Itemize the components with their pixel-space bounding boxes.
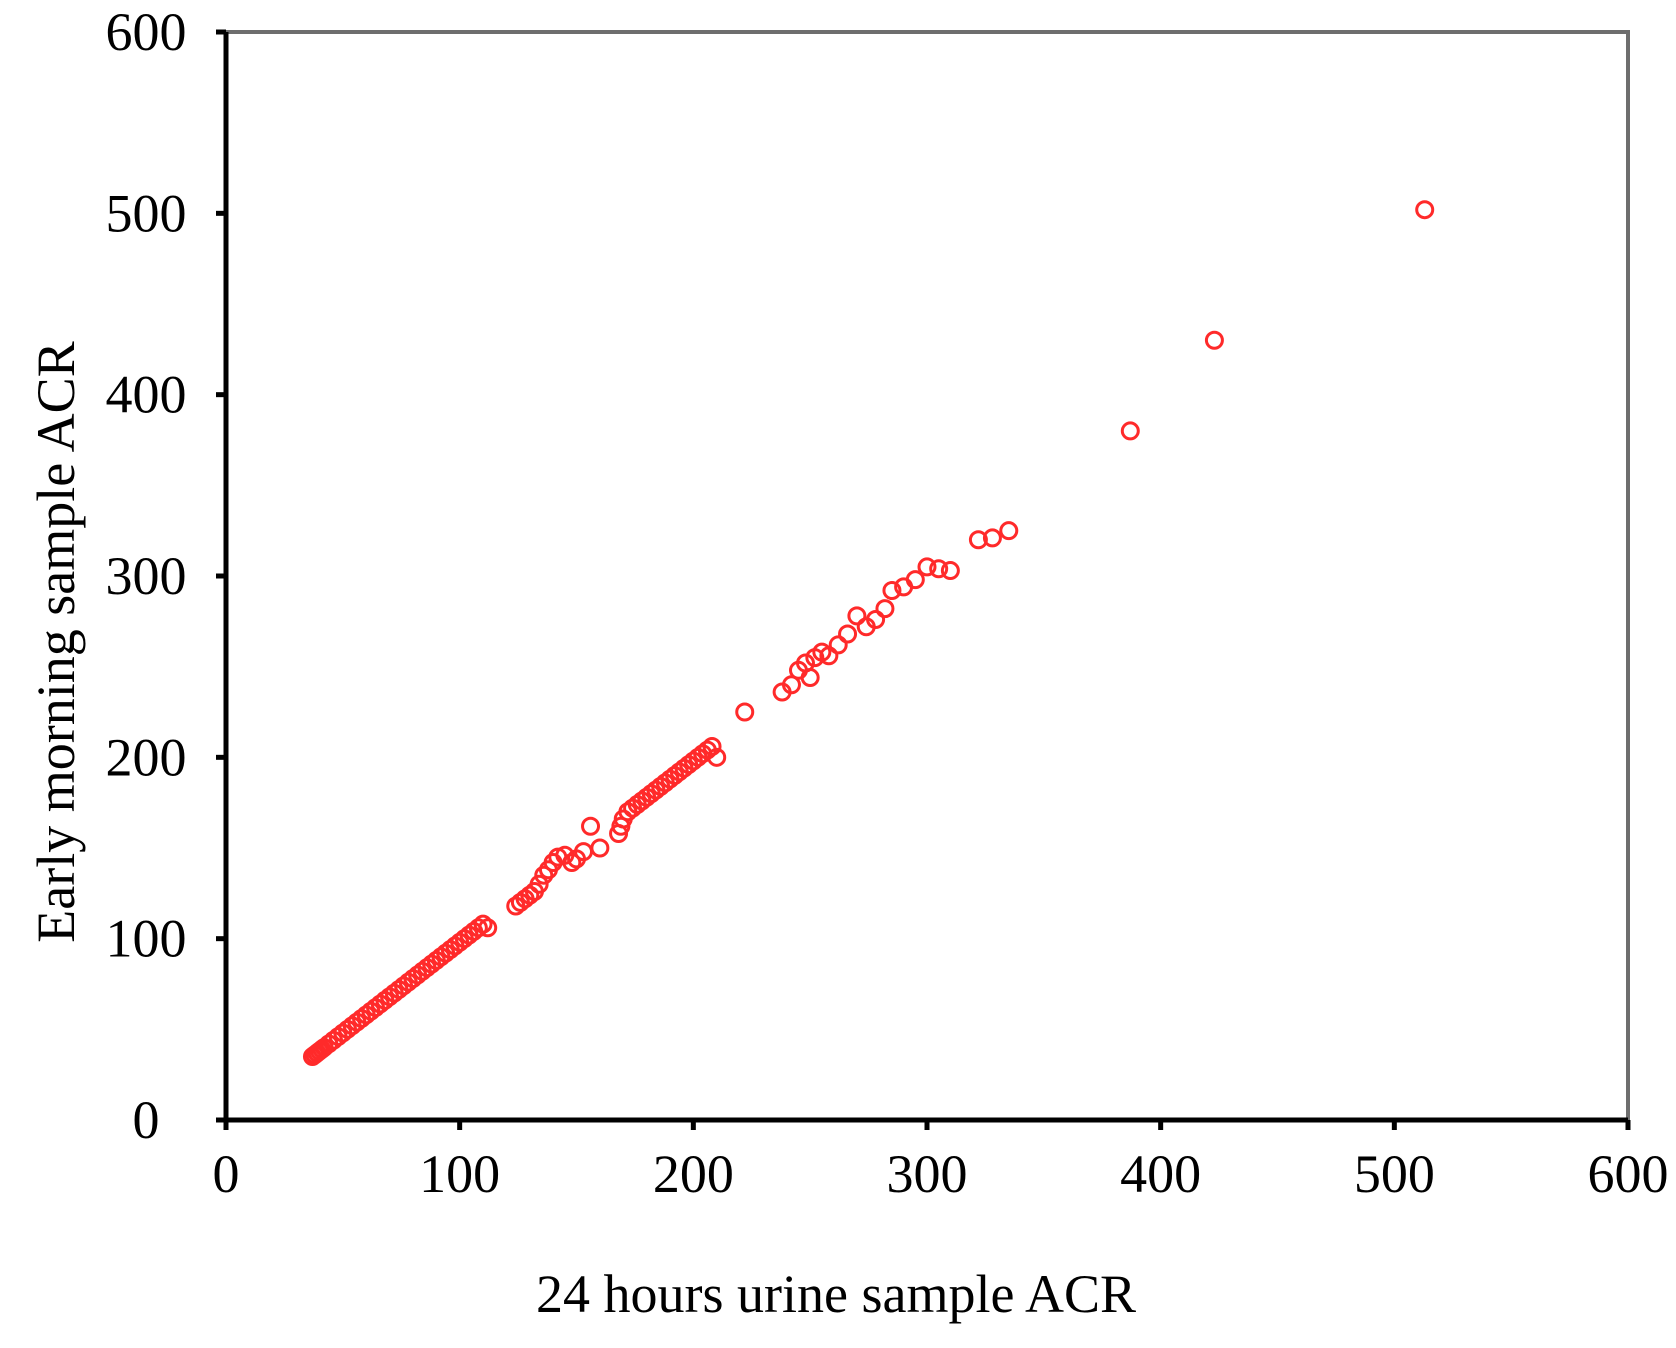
- scatter-point: [735, 702, 755, 722]
- scatter-point: [529, 874, 549, 894]
- x-tick-label: 400: [1120, 1144, 1201, 1204]
- scatter-point: [999, 521, 1019, 541]
- x-tick-label: 100: [419, 1144, 500, 1204]
- scatter-point: [590, 838, 610, 858]
- scatter-point: [520, 885, 540, 905]
- scatter-point: [905, 570, 925, 590]
- scatter-point: [847, 606, 867, 626]
- y-tick-label: 200: [106, 727, 187, 787]
- scatter-point: [838, 624, 858, 644]
- scatter-point: [534, 865, 554, 885]
- scatter-point: [968, 530, 988, 550]
- x-axis-ticks: 0 100 200 300 400 500 600: [213, 1120, 1669, 1204]
- x-tick-label: 300: [887, 1144, 968, 1204]
- scatter-point: [473, 914, 493, 934]
- y-tick-label: 500: [106, 183, 187, 243]
- y-tick-label: 400: [106, 365, 187, 425]
- x-tick-label: 500: [1354, 1144, 1435, 1204]
- y-axis-title: Early morning sample ACR: [26, 341, 86, 942]
- scatter-point: [917, 557, 937, 577]
- scatter-point: [1120, 421, 1140, 441]
- scatter-point: [800, 668, 820, 688]
- scatter-point: [875, 599, 895, 619]
- y-tick-label: 100: [106, 909, 187, 969]
- scatter-point: [478, 918, 498, 938]
- scatter-point: [707, 747, 727, 767]
- y-tick-label: 300: [106, 546, 187, 606]
- scatter-point: [702, 736, 722, 756]
- scatter-point: [882, 581, 902, 601]
- scatter-point: [468, 918, 488, 938]
- scatter-point: [1415, 200, 1435, 220]
- y-tick-label: 0: [133, 1090, 160, 1150]
- scatter-point: [940, 561, 960, 581]
- scatter-point: [866, 610, 886, 630]
- data-points: [302, 200, 1435, 1067]
- x-tick-label: 200: [653, 1144, 734, 1204]
- scatter-point: [781, 675, 801, 695]
- x-axis-title: 24 hours urine sample ACR: [536, 1264, 1136, 1324]
- x-tick-label: 0: [213, 1144, 240, 1204]
- x-tick-label: 600: [1588, 1144, 1669, 1204]
- scatter-point: [982, 528, 1002, 548]
- scatter-point: [1204, 330, 1224, 350]
- y-tick-label: 600: [106, 2, 187, 62]
- scatter-point: [828, 635, 848, 655]
- scatter-point: [819, 646, 839, 666]
- scatter-point: [581, 816, 601, 836]
- scatter-point: [562, 853, 582, 873]
- scatter-point: [929, 559, 949, 579]
- y-axis-ticks: 0 100 200 300 400 500 600: [106, 2, 226, 1150]
